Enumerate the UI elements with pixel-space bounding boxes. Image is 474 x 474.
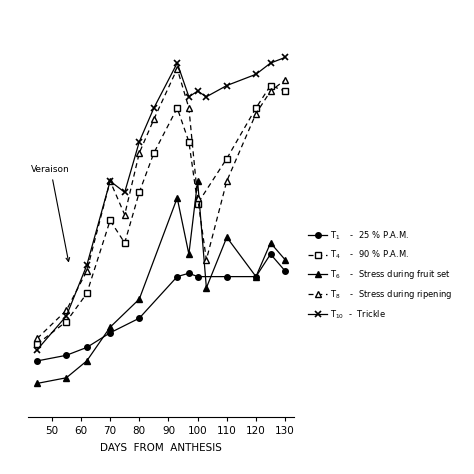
Text: Veraison: Veraison (31, 165, 70, 262)
Legend: T$_1$    -  25 % P.A.M., T$_4$    -  90 % P.A.M., T$_6$    -  Stress during frui: T$_1$ - 25 % P.A.M., T$_4$ - 90 % P.A.M.… (305, 226, 456, 324)
X-axis label: DAYS  FROM  ANTHESIS: DAYS FROM ANTHESIS (100, 443, 222, 453)
